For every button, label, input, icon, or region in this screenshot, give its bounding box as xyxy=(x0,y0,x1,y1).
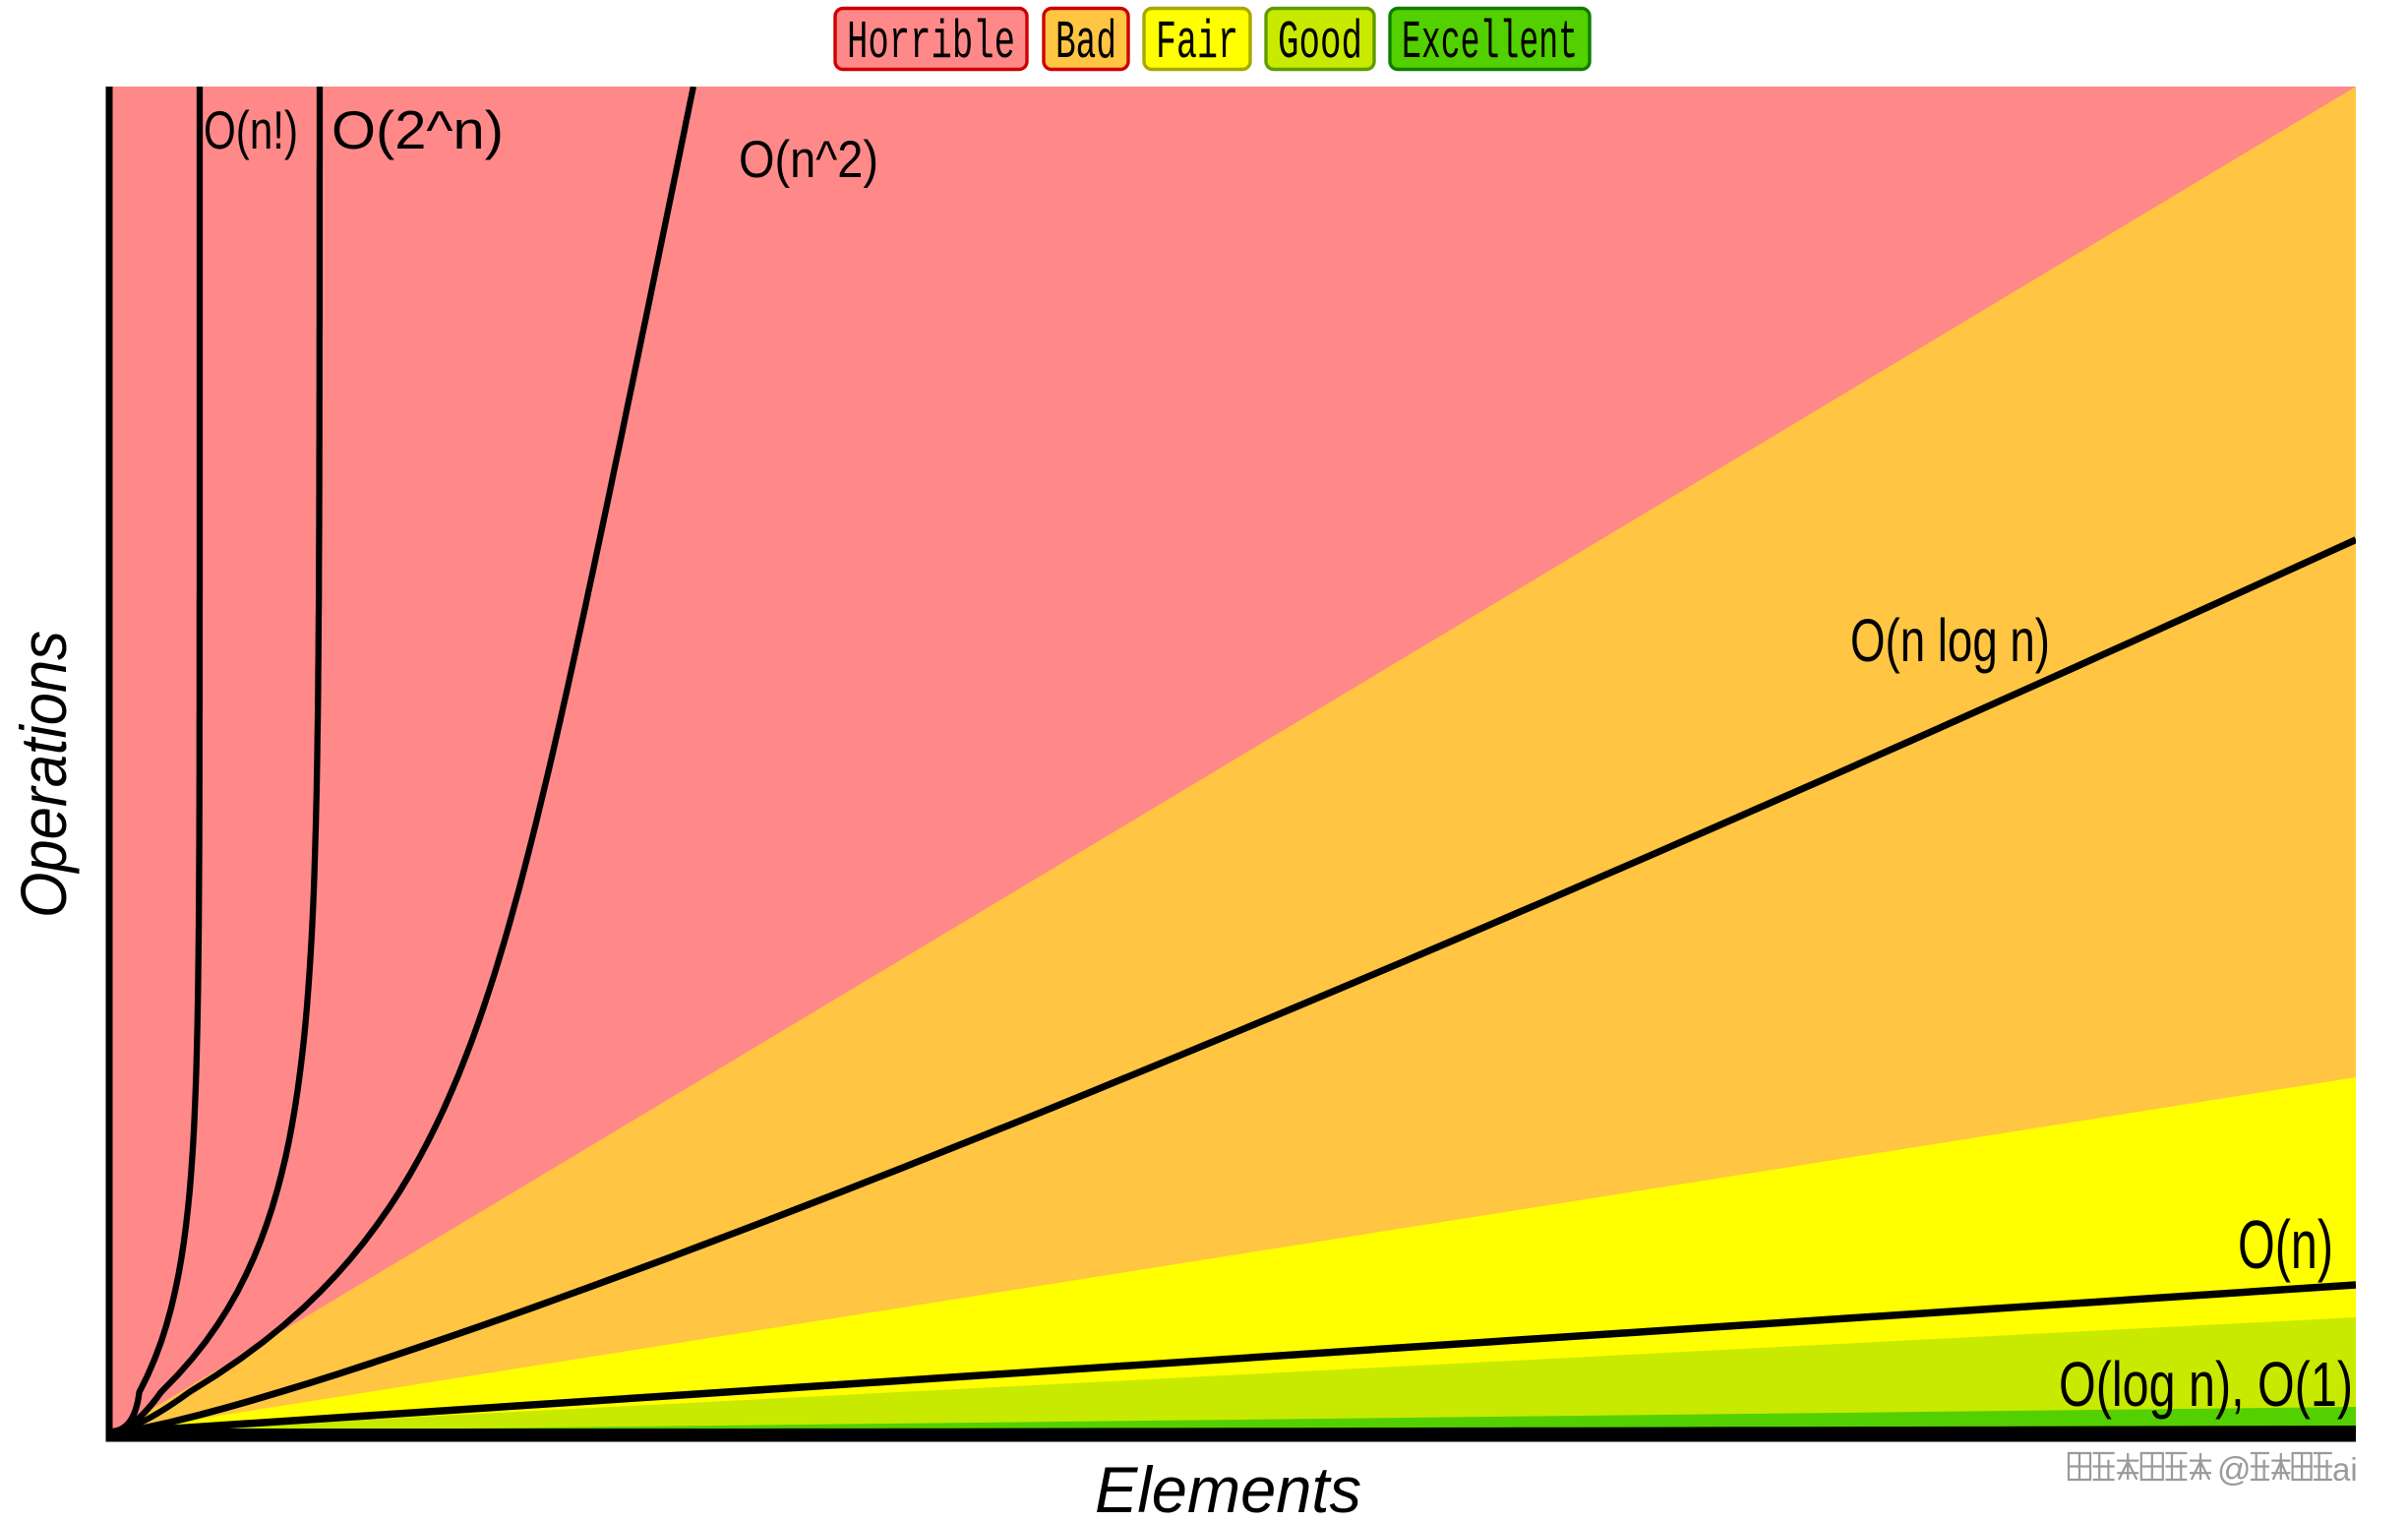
svg-text:Elements: Elements xyxy=(1095,1453,1361,1521)
svg-text:@: @ xyxy=(2217,1451,2252,1489)
svg-text:Fair: Fair xyxy=(1156,12,1238,74)
svg-text:O(n log n): O(n log n) xyxy=(1850,607,2050,674)
svg-text:Operations: Operations xyxy=(7,631,80,918)
svg-text:Good: Good xyxy=(1278,12,1362,74)
svg-text:O(n^2): O(n^2) xyxy=(739,131,878,189)
svg-text:Excellent: Excellent xyxy=(1402,12,1578,74)
svg-text:O(n): O(n) xyxy=(2238,1206,2333,1283)
svg-text:Horrible: Horrible xyxy=(847,12,1015,74)
svg-text:ai: ai xyxy=(2332,1451,2358,1488)
svg-text:O(2^n): O(2^n) xyxy=(331,99,504,160)
svg-text:O(n!): O(n!) xyxy=(204,99,298,160)
svg-text:Bad: Bad xyxy=(1055,12,1116,74)
svg-text:O(log n), O(1): O(log n), O(1) xyxy=(2059,1349,2353,1420)
